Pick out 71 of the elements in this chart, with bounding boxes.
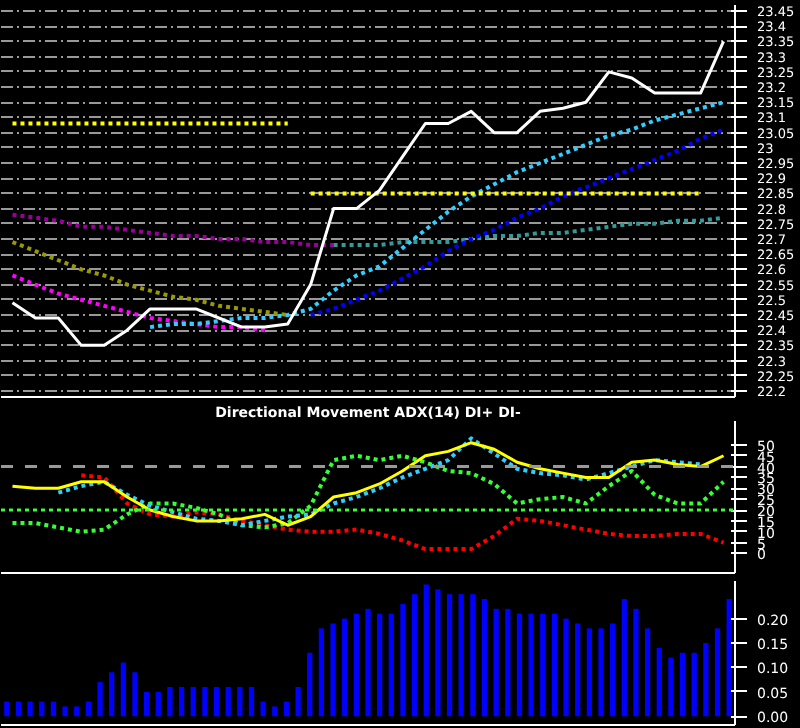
bar <box>645 628 651 717</box>
bar <box>586 628 592 717</box>
bar <box>4 701 10 717</box>
bar <box>423 584 429 717</box>
bar <box>679 652 686 717</box>
bar <box>307 652 313 717</box>
bar <box>470 594 476 717</box>
bar <box>225 686 231 717</box>
bar <box>703 642 709 717</box>
bar <box>540 613 546 717</box>
bar <box>190 686 196 717</box>
bar <box>248 686 255 717</box>
bar <box>62 706 68 717</box>
bar <box>575 623 581 717</box>
bar <box>167 686 173 717</box>
line-series <box>331 215 726 248</box>
bar <box>272 706 278 717</box>
line-series <box>10 39 726 347</box>
bar <box>318 628 325 717</box>
bar <box>155 691 161 717</box>
bar <box>714 628 721 717</box>
bar <box>260 701 266 717</box>
bar <box>202 686 208 717</box>
bar <box>493 608 499 717</box>
line-series <box>308 127 726 317</box>
bar <box>446 594 453 717</box>
bar <box>481 599 488 717</box>
bar <box>388 613 394 717</box>
bar <box>342 618 348 717</box>
bar <box>39 701 45 717</box>
bar <box>178 686 185 717</box>
bar <box>551 613 558 717</box>
bar <box>97 682 103 717</box>
bar <box>213 686 220 717</box>
bar <box>295 686 301 717</box>
line-series <box>148 100 726 330</box>
bar <box>330 623 336 717</box>
bar <box>621 599 627 717</box>
bar <box>15 701 22 717</box>
bar <box>656 647 662 717</box>
bar <box>365 608 371 717</box>
bar <box>132 672 138 717</box>
bar <box>27 701 33 717</box>
bar <box>144 691 150 717</box>
bar <box>726 599 732 717</box>
bar <box>85 701 91 717</box>
bar <box>516 613 523 717</box>
bar <box>50 701 57 717</box>
bar <box>400 603 406 717</box>
bar <box>633 608 639 717</box>
bar <box>283 701 290 717</box>
bar <box>458 594 464 717</box>
bar <box>109 672 115 717</box>
bar <box>610 623 616 717</box>
bar <box>74 706 80 717</box>
bar <box>668 657 674 717</box>
bar <box>563 618 569 717</box>
bar <box>505 608 511 717</box>
bar <box>691 652 697 717</box>
bar <box>411 594 418 717</box>
bar <box>237 686 243 717</box>
bar <box>435 589 441 717</box>
bar <box>120 662 126 717</box>
bar <box>353 613 359 717</box>
line-series <box>10 240 290 317</box>
bar <box>598 628 604 717</box>
line-series <box>10 273 267 333</box>
line-series <box>10 212 336 248</box>
bar <box>377 613 383 717</box>
line-series <box>79 473 726 552</box>
bar <box>528 613 534 717</box>
